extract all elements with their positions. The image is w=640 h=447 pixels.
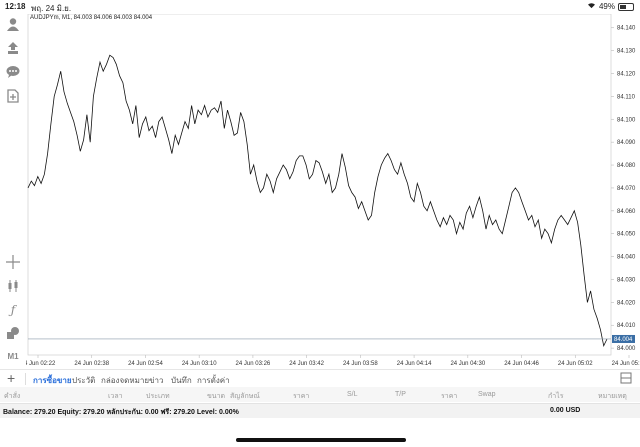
time-label: 24 Jun 04:46: [504, 361, 539, 367]
col-time: เวลา: [108, 393, 123, 400]
price-label: 84.130: [617, 49, 636, 55]
price-chart[interactable]: 84.140 84.130 84.120 84.110 84.100 84.090 84.0…: [26, 14, 640, 369]
time-label: 24 Jun 02:54: [128, 361, 163, 367]
price-label: 84.030: [617, 277, 636, 283]
time-label: 24 Jun 05:18: [612, 361, 640, 367]
balance-row: Balance: 279.20 Equity: 279.20 หลักประกั…: [0, 403, 640, 418]
time-label: 24 Jun 03:10: [182, 361, 217, 367]
date: พฤ. 24 มิ.ย.: [31, 4, 72, 13]
objects-shapes-icon[interactable]: [5, 325, 21, 341]
timeframe-button[interactable]: M1: [7, 351, 19, 361]
add-icon[interactable]: +: [7, 370, 16, 386]
price-line-series: [27, 54, 608, 348]
plot-frame: [27, 14, 612, 356]
time-label: 24 Jun 05:02: [558, 361, 593, 367]
price-label: 84.080: [617, 163, 636, 169]
crosshair-icon[interactable]: [5, 254, 21, 270]
new-document-icon[interactable]: [5, 88, 21, 104]
price-label: 84.060: [617, 209, 636, 215]
time-label: 24 Jun 02:38: [74, 361, 109, 367]
price-label: 84.100: [617, 117, 636, 123]
candlestick-icon[interactable]: [5, 278, 21, 294]
indicator-function-icon[interactable]: ƒ: [10, 303, 16, 317]
price-label: 84.090: [617, 140, 636, 146]
time-label: 24 Jun 03:42: [289, 361, 324, 367]
status-bar: 12:18 พฤ. 24 มิ.ย. 49%: [0, 0, 640, 14]
price-label: 84.120: [617, 72, 636, 78]
col-order: คำสั่ง: [4, 393, 21, 400]
col-size: ขนาด: [207, 393, 226, 400]
price-label: 84.050: [617, 232, 636, 238]
time-label: 24 Jun 02:22: [26, 361, 56, 367]
battery-icon: [618, 2, 634, 11]
tab-journal[interactable]: บันทึก: [171, 376, 192, 385]
col-swap: Swap: [478, 391, 496, 398]
col-price-current: ราคา: [441, 393, 458, 400]
price-label: 84.140: [617, 26, 636, 32]
price-label: 84.020: [617, 300, 636, 306]
tab-news[interactable]: ข่าว: [149, 376, 164, 385]
clock: 12:18: [5, 2, 26, 11]
col-sl: S/L: [347, 391, 358, 398]
expand-icon[interactable]: [620, 372, 632, 384]
chart-symbol-info: AUDJPYm, M1, 84.003 84.006 84.003 84.004: [30, 15, 153, 21]
wifi-icon: [587, 2, 596, 11]
bottom-tab-bar: + การซื้อขาย ประวัติ กล่องจดหมาย ข่าว บั…: [0, 369, 640, 389]
price-label: 84.110: [617, 94, 636, 100]
tab-mailbox[interactable]: กล่องจดหมาย: [101, 376, 150, 385]
time-label: 24 Jun 04:14: [397, 361, 432, 367]
col-type: ประเภท: [146, 393, 170, 400]
chat-icon[interactable]: [5, 64, 21, 80]
time-label: 24 Jun 04:30: [450, 361, 485, 367]
col-profit: กำไร: [548, 393, 564, 400]
time-label: 24 Jun 03:26: [236, 361, 271, 367]
col-symbol: สัญลักษณ์: [230, 393, 260, 400]
balance-summary: Balance: 279.20 Equity: 279.20 หลักประกั…: [3, 409, 239, 416]
col-tp: T/P: [395, 391, 406, 398]
trade-table-header: คำสั่ง เวลา ประเภท ขนาด สัญลักษณ์ ราคา S…: [0, 387, 640, 402]
total-profit: 0.00 USD: [550, 407, 581, 414]
trade-arrows-icon[interactable]: [5, 40, 21, 56]
col-comment: หมายเหตุ: [598, 393, 627, 400]
home-indicator[interactable]: [236, 438, 406, 442]
price-label: 84.040: [617, 255, 636, 261]
tab-history[interactable]: ประวัติ: [72, 376, 96, 385]
account-icon[interactable]: [5, 16, 21, 32]
battery-percent: 49%: [598, 2, 615, 11]
price-label: 84.000: [617, 346, 636, 352]
time-label: 24 Jun 03:58: [343, 361, 378, 367]
price-label: 84.010: [617, 323, 636, 329]
left-toolbar: ƒ M1: [0, 14, 26, 369]
current-price-label: 84.004: [614, 337, 633, 343]
divider: [25, 373, 26, 385]
status-right: 49%: [587, 2, 634, 11]
current-price-badge: [612, 334, 635, 343]
col-price: ราคา: [293, 393, 310, 400]
chart-canvas[interactable]: 84.140 84.130 84.120 84.110 84.100 84.090 84.0…: [26, 14, 640, 369]
price-label: 84.070: [617, 186, 636, 192]
tab-settings[interactable]: การตั้งค่า: [197, 376, 230, 385]
